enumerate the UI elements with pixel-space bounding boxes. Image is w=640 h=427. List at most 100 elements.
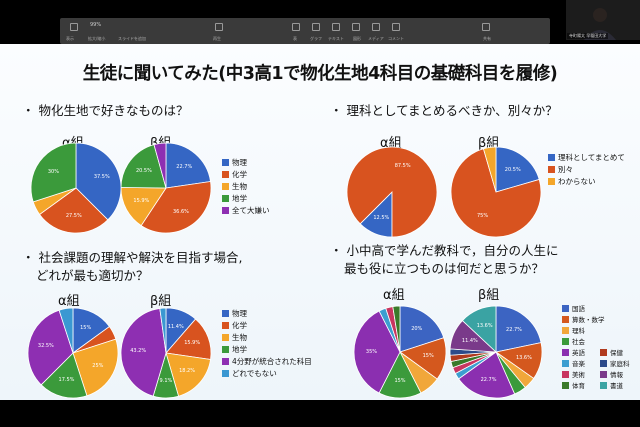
pie-slice: [495, 305, 542, 353]
chart8-group-label: β組: [478, 288, 500, 303]
pie-slice: [39, 187, 109, 234]
pie-slice-label: 35%: [365, 349, 378, 355]
legend-item: 保健: [600, 348, 630, 359]
question-3-line-2: どれが最も適切か？: [36, 268, 149, 283]
legend-swatch: [222, 322, 229, 329]
pie-slice-label: 43.2%: [130, 347, 147, 354]
legend-label: 4分野が統合された科目: [232, 357, 312, 366]
question-1: ・ 物化生地で好きなものは？: [22, 103, 189, 118]
legend-item: 算数・数学: [562, 315, 605, 326]
pie-slice: [159, 307, 167, 354]
toolbar-label-add-slide: スライドを追加: [118, 36, 146, 41]
legend-label: わからない: [558, 177, 596, 186]
legend-label: 地学: [232, 194, 247, 203]
legend-label: 理科としてまとめて: [558, 153, 625, 162]
slide: 生徒に聞いてみた(中3高1で物化生地4科目の基礎科目を履修) ・ 物化生地で好き…: [0, 44, 640, 400]
pie-slice-label: 12.5%: [373, 214, 390, 221]
toolbar-label-chart: グラフ: [310, 36, 322, 41]
legend-item: 英語: [562, 348, 605, 359]
pie-slice: [58, 307, 74, 354]
legend-swatch: [222, 171, 229, 178]
legend-label: 化学: [232, 170, 247, 179]
legend-swatch: [548, 154, 555, 161]
share-icon[interactable]: [482, 23, 490, 31]
legend-item: 地学: [222, 344, 312, 356]
legend-item: 情報: [600, 370, 630, 381]
pie-slice: [72, 338, 119, 397]
toolbar-label-share: 共有: [483, 36, 491, 41]
legend-swatch: [548, 178, 555, 185]
legend-swatch: [548, 166, 555, 173]
legend-item: 理科としてまとめて: [548, 152, 625, 164]
pie-chart-6: [120, 307, 212, 399]
legend-label: 生物: [232, 182, 247, 191]
pie-chart-4: [450, 146, 542, 238]
legend-item: 社会: [562, 337, 605, 348]
legend-swatch: [562, 327, 569, 334]
view-icon[interactable]: [70, 23, 78, 31]
pie-slice-label: 11.4%: [461, 337, 478, 344]
legend-item: 音楽: [562, 359, 605, 370]
pie-slice: [482, 146, 497, 193]
pie-slice-label: 13.6%: [476, 322, 493, 329]
legend-label: 全て大嫌い: [232, 206, 270, 215]
pie-slice: [165, 352, 211, 397]
toolbar-label-media: メディア: [368, 36, 384, 41]
question-3-line-1: ・ 社会課題の理解や解決を目指す場合,: [22, 250, 243, 265]
shape-icon[interactable]: [352, 23, 360, 31]
participant-name: 寺町陽太 早稲田大学: [567, 33, 609, 39]
play-icon[interactable]: [215, 23, 223, 31]
pie-chart-1: [30, 142, 122, 234]
pie-slice-label: 25%: [92, 362, 104, 369]
table-icon[interactable]: [292, 23, 300, 31]
pie-slice: [40, 352, 88, 399]
webcam-video: 寺町陽太 早稲田大学: [566, 0, 640, 40]
pie-slice: [495, 146, 540, 193]
zoom-level[interactable]: 99%: [90, 22, 102, 28]
slide-title: 生徒に聞いてみた(中3高1で物化生地4科目の基礎科目を履修): [82, 64, 558, 84]
legend-label: 音楽: [572, 360, 585, 368]
pie-slice: [153, 142, 167, 189]
legend-swatch: [222, 358, 229, 365]
pie-slice: [30, 142, 77, 203]
legend-swatch: [222, 346, 229, 353]
media-icon[interactable]: [372, 23, 380, 31]
pie-slice: [392, 305, 401, 353]
legend-item: 体育: [562, 381, 605, 392]
toolbar-label-view: 表示: [66, 36, 74, 41]
legend-swatch: [600, 371, 607, 378]
pie-slice-label: 30%: [47, 168, 59, 175]
legend-swatch: [222, 159, 229, 166]
comment-icon[interactable]: [392, 23, 400, 31]
legend-item: わからない: [548, 176, 625, 188]
legend-swatch: [562, 338, 569, 345]
legend-4-left: 国語 算数・数学 理科 社会 英語 音楽 美術 体育: [562, 304, 605, 392]
toolbar-label-comment: コメント: [388, 36, 404, 41]
legend-item: 書道: [600, 381, 630, 392]
legend-item: 地学: [222, 193, 270, 205]
legend-1: 物理 化学 生物 地学 全て大嫌い: [222, 157, 270, 217]
pie-chart-7: [353, 305, 447, 399]
pie-slice-label: 37.5%: [93, 174, 110, 181]
pie-slice-label: 20.5%: [504, 166, 521, 173]
pie-slice: [140, 181, 212, 234]
legend-swatch: [222, 183, 229, 190]
legend-label: 情報: [610, 371, 623, 379]
pie-slice-label: 13.6%: [515, 354, 532, 361]
legend-swatch: [600, 360, 607, 367]
text-icon[interactable]: [332, 23, 340, 31]
pie-slice-label: 22.7%: [480, 376, 497, 383]
legend-label: 生物: [232, 333, 247, 342]
question-2: ・ 理科としてまとめるべきか、別々か？: [330, 103, 558, 118]
pie-slice-label: 15%: [394, 377, 406, 384]
toolbar-label-text: テキスト: [328, 36, 344, 41]
legend-label: 美術: [572, 371, 585, 379]
legend-label: 物理: [232, 309, 247, 318]
legend-item: 化学: [222, 169, 270, 181]
legend-item: 国語: [562, 304, 605, 315]
legend-label: 国語: [572, 305, 585, 313]
pie-slice: [75, 142, 122, 221]
pie-slice: [165, 318, 212, 360]
legend-item: 美術: [562, 370, 605, 381]
chart-icon[interactable]: [312, 23, 320, 31]
